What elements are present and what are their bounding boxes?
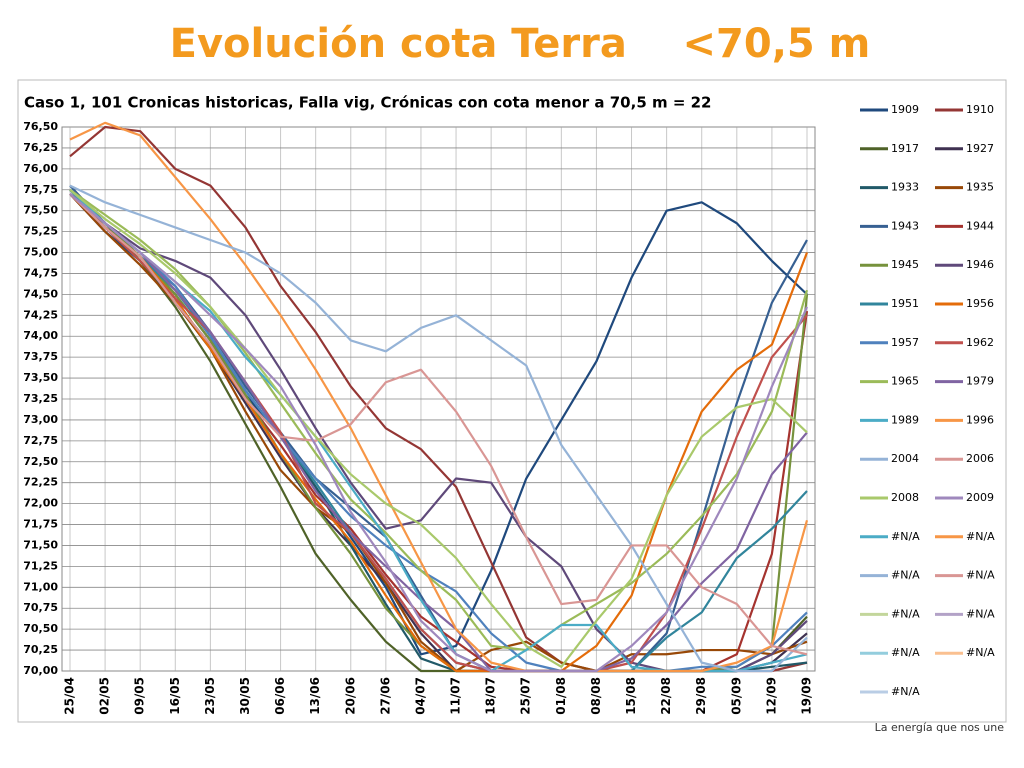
y-tick-label: 73,75: [23, 350, 58, 363]
legend-label: 1956: [966, 297, 994, 310]
legend-label: 1946: [966, 258, 994, 271]
y-tick-label: 75,50: [23, 204, 58, 217]
y-tick-label: 71,75: [23, 518, 58, 531]
y-tick-label: 70,75: [23, 601, 58, 614]
y-tick-label: 73,00: [23, 413, 58, 426]
legend-label: 1927: [966, 142, 994, 155]
y-tick-label: 73,50: [23, 371, 58, 384]
series-line: [69, 193, 808, 673]
legend-label: #N/A: [966, 646, 995, 659]
x-tick-label: 08/08: [589, 677, 603, 715]
chart-title: Caso 1, 101 Cronicas historicas, Falla v…: [24, 94, 712, 112]
x-tick-label: 18/07: [484, 677, 498, 715]
y-tick-label: 71,00: [23, 580, 58, 593]
x-tick-label: 19/09: [800, 677, 814, 715]
x-tick-label: 09/05: [133, 677, 147, 715]
legend-label: #N/A: [891, 685, 920, 698]
legend-label: 1909: [891, 103, 919, 116]
y-tick-label: 72,50: [23, 455, 58, 468]
legend-label: 1996: [966, 413, 994, 426]
x-tick-label: 22/08: [659, 677, 673, 715]
x-tick-label: 25/07: [519, 677, 533, 715]
series-line: [69, 188, 809, 652]
legend-label: 1989: [891, 413, 919, 426]
legend-label: 2008: [891, 491, 919, 504]
series-line: [69, 184, 808, 673]
legend-label: #N/A: [966, 530, 995, 543]
x-tick-label: 23/05: [203, 677, 217, 715]
y-tick-label: 74,75: [23, 266, 58, 279]
legend-label: #N/A: [891, 646, 920, 659]
y-tick-label: 73,25: [23, 392, 58, 405]
y-tick-label: 72,25: [23, 476, 58, 489]
legend-label: 1935: [966, 181, 994, 194]
y-tick-label: 76,00: [23, 162, 58, 175]
x-tick-label: 20/06: [343, 677, 357, 715]
y-tick-label: 70,50: [23, 622, 58, 635]
footer: La energía que nos une: [875, 721, 1005, 734]
legend-label: #N/A: [966, 569, 995, 582]
y-tick-label: 70,00: [23, 664, 58, 677]
y-tick-label: 71,50: [23, 538, 58, 551]
y-tick-label: 70,25: [23, 643, 58, 656]
x-tick-label: 16/05: [168, 677, 182, 715]
legend-label: 1957: [891, 336, 919, 349]
y-tick-label: 72,75: [23, 434, 58, 447]
legend-label: 1943: [891, 219, 919, 232]
legend-label: 1965: [891, 375, 919, 388]
legend-label: 1962: [966, 336, 994, 349]
legend-label: 1945: [891, 258, 919, 271]
legend-label: 2009: [966, 491, 994, 504]
legend-label: #N/A: [891, 530, 920, 543]
legend-label: #N/A: [966, 607, 995, 620]
legend-label: #N/A: [891, 569, 920, 582]
legend-label: 1933: [891, 181, 919, 194]
series-line: [69, 193, 808, 656]
legend-label: 1951: [891, 297, 919, 310]
x-tick-label: 30/05: [238, 677, 252, 715]
y-tick-label: 74,25: [23, 308, 58, 321]
x-tick-label: 27/06: [378, 677, 392, 715]
y-tick-label: 76,25: [23, 141, 58, 154]
slide-title: Evolución cota Terra <70,5 m: [170, 21, 871, 67]
legend-label: 2006: [966, 452, 994, 465]
y-tick-label: 75,25: [23, 225, 58, 238]
legend-label: #N/A: [891, 607, 920, 620]
x-tick-label: 25/04: [63, 677, 77, 715]
x-tick-label: 13/06: [308, 677, 322, 715]
x-tick-label: 05/09: [729, 677, 743, 715]
x-tick-label: 29/08: [694, 677, 708, 715]
legend-label: 1917: [891, 142, 919, 155]
x-tick-label: 04/07: [413, 677, 427, 715]
x-tick-label: 12/09: [764, 677, 778, 715]
series-line: [69, 193, 808, 673]
series-line: [69, 193, 808, 673]
y-tick-label: 75,00: [23, 246, 58, 259]
y-tick-label: 72,00: [23, 497, 58, 510]
series-line: [69, 193, 809, 673]
legend-label: 1979: [966, 375, 994, 388]
x-tick-label: 11/07: [449, 677, 463, 715]
y-tick-label: 74,00: [23, 329, 58, 342]
y-tick-label: 76,50: [23, 120, 58, 133]
x-tick-label: 06/06: [273, 677, 287, 715]
legend-label: 2004: [891, 452, 919, 465]
legend-label: 1910: [966, 103, 994, 116]
x-tick-label: 02/05: [98, 677, 112, 715]
y-tick-label: 71,25: [23, 559, 58, 572]
x-tick-label: 01/08: [554, 677, 568, 715]
y-tick-label: 75,75: [23, 183, 58, 196]
series-line: [69, 121, 809, 673]
series-line: [69, 188, 808, 668]
x-tick-label: 15/08: [624, 677, 638, 715]
legend-label: 1944: [966, 219, 994, 232]
y-tick-label: 74,50: [23, 287, 58, 300]
